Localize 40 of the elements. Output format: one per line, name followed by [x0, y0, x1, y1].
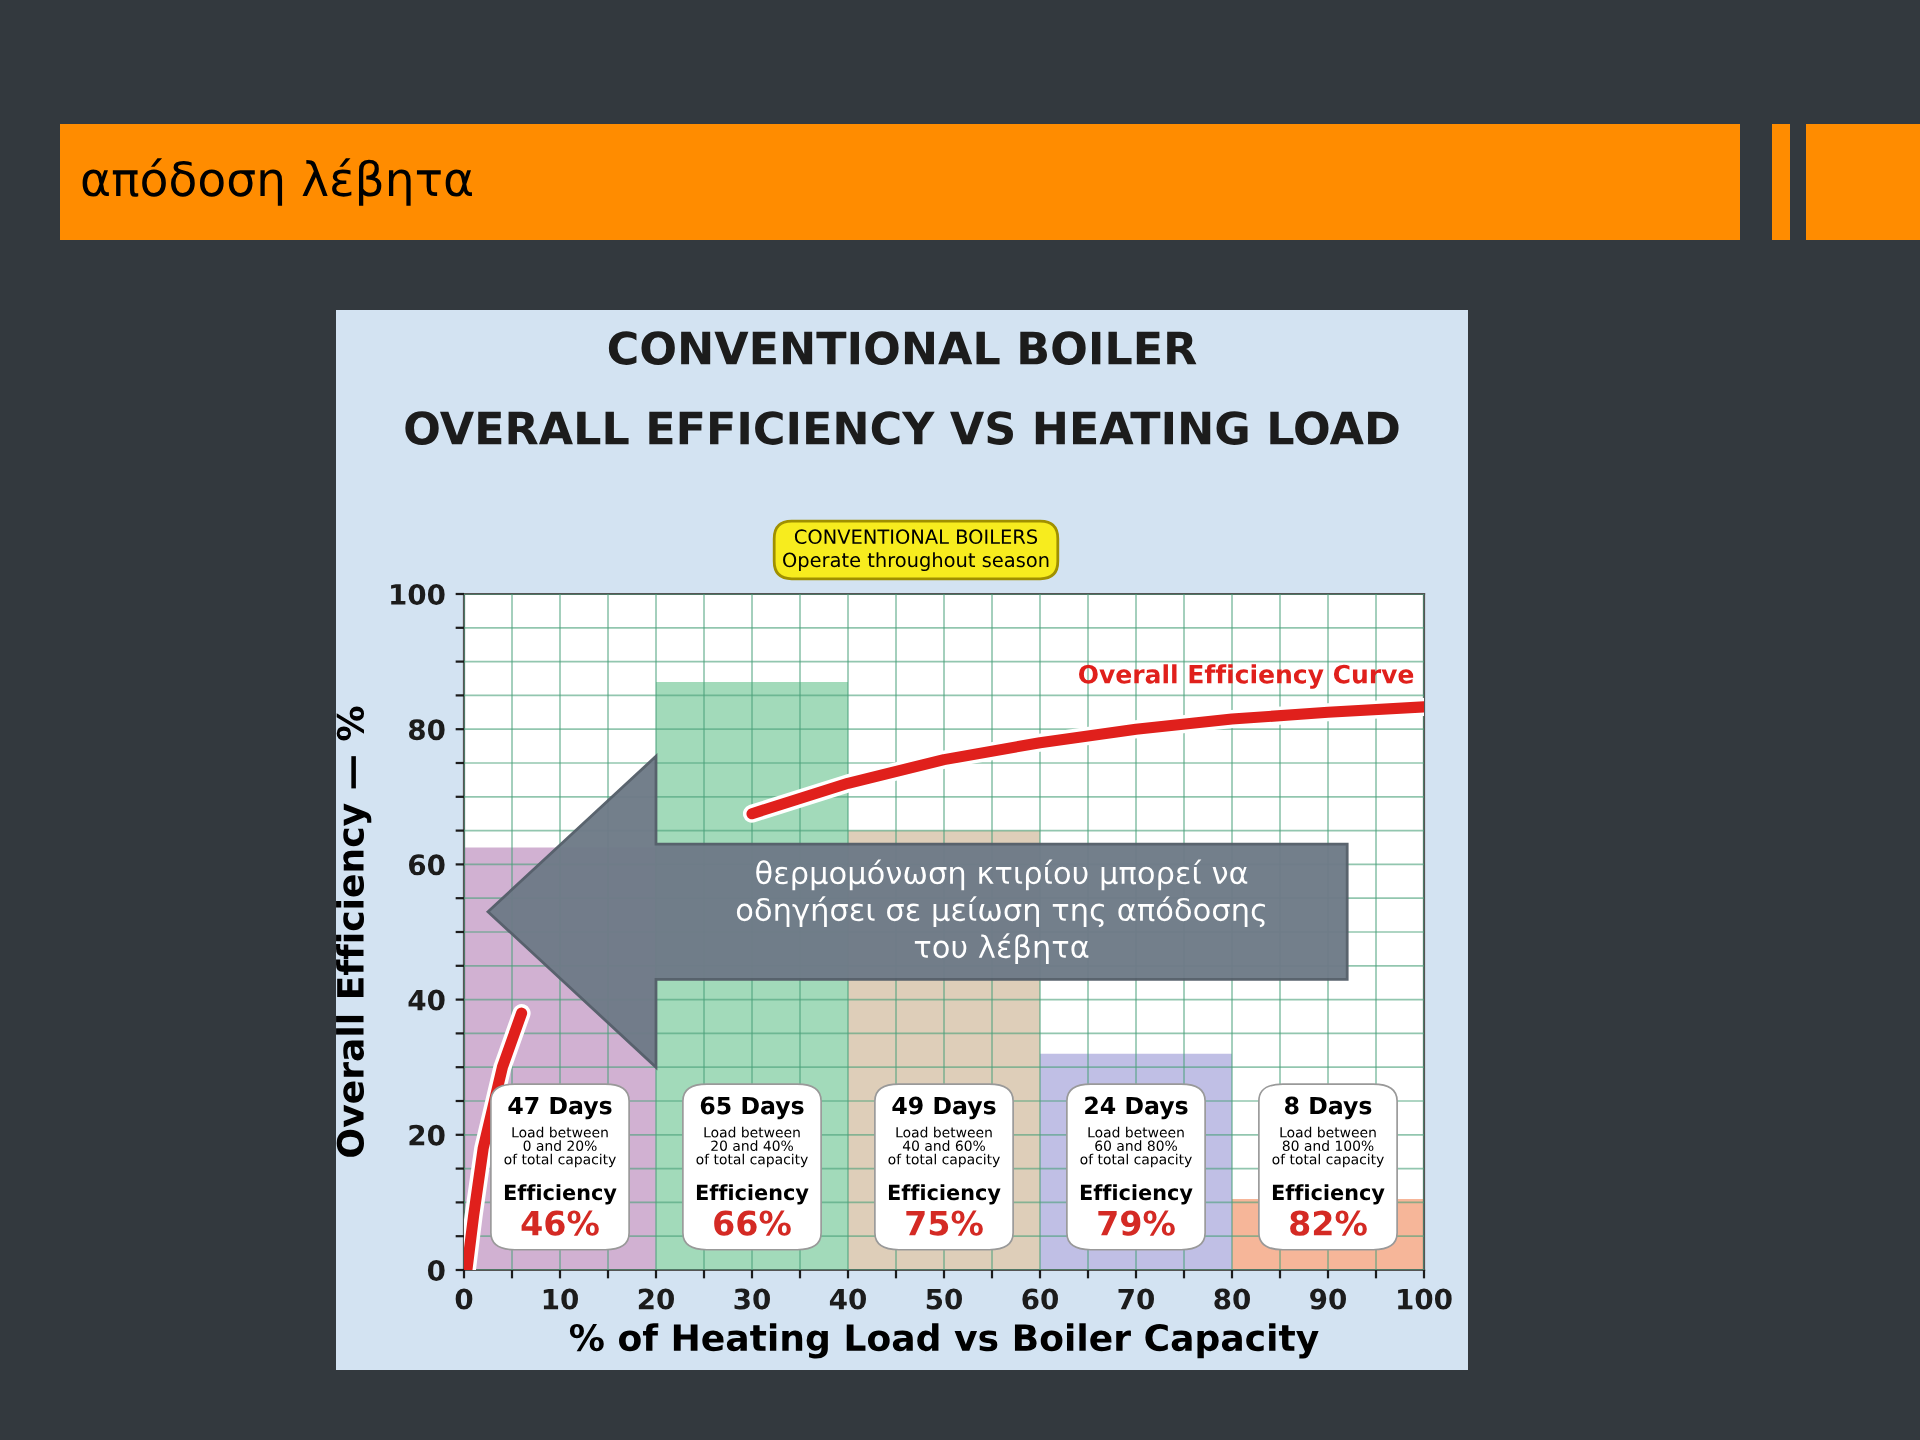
annotation: 79% [1098, 1210, 1175, 1236]
annotation: 82% [1290, 1210, 1367, 1236]
annotation: 75% [906, 1210, 983, 1236]
annotation: 49 Days [892, 1096, 996, 1120]
text: CONVENTIONAL BOILERS Operate throughout season [783, 529, 1049, 572]
chart-subtitle: OVERALL EFFICIENCY VS HEATING LOAD [405, 411, 1399, 445]
annotation: 66% [714, 1210, 791, 1236]
y-tick-label: 60 [409, 854, 445, 876]
x-tick-label: 70 [1118, 1288, 1154, 1310]
annotation: Efficiency [696, 1184, 809, 1205]
y-axis-title: Overall Efficiency — % [336, 706, 372, 1157]
annotation: 47 Days [508, 1096, 612, 1120]
x-tick-label: 40 [829, 1288, 866, 1310]
annotation: Efficiency [1080, 1184, 1193, 1205]
y-tick-label: 20 [409, 1124, 445, 1146]
text: απόδοση λέβητα [82, 158, 472, 206]
y-tick-label: 100 [391, 583, 445, 605]
x-axis-title: % of Heating Load vs Boiler Capacity [569, 1323, 1319, 1359]
x-tick-label: 20 [638, 1288, 674, 1310]
annotation: 8 Days [1285, 1096, 1372, 1120]
x-tick-label: 10 [543, 1288, 578, 1310]
annotation: θερμομόνωση κτιρίου μπορεί να οδηγήσει σε μείωση της απόδοσης του λέβητα [736, 859, 1265, 965]
x-tick-label: 0 [455, 1288, 473, 1310]
y-tick-label: 0 [427, 1259, 445, 1281]
x-tick-label: 30 [734, 1288, 770, 1310]
chart-title: CONVENTIONAL BOILER [608, 331, 1197, 365]
y-tick-label: 80 [408, 719, 445, 741]
annotation: 24 Days [1085, 1096, 1188, 1120]
x-tick-label: 60 [1022, 1288, 1058, 1310]
annotation: Efficiency [888, 1184, 1001, 1205]
y-tick-label: 40 [408, 989, 445, 1011]
annotation: 46% [521, 1210, 599, 1236]
x-tick-label: 100 [1398, 1288, 1452, 1310]
x-tick-label: 90 [1310, 1288, 1346, 1310]
series-label: Overall Efficiency Curve [1079, 664, 1414, 689]
annotation: 65 Days [700, 1096, 804, 1120]
annotation: Efficiency [504, 1184, 617, 1205]
annotation: Efficiency [1272, 1184, 1385, 1205]
x-tick-label: 50 [926, 1288, 962, 1310]
x-tick-label: 80 [1214, 1288, 1250, 1310]
